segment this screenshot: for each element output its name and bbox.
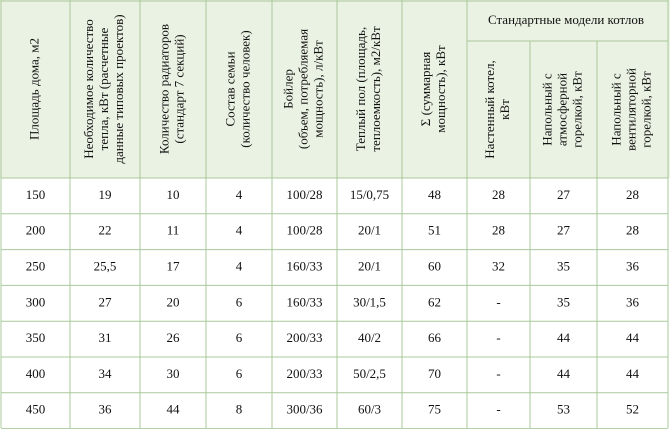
cell: 60/3	[358, 402, 381, 417]
cell: 6	[236, 294, 243, 309]
cell: 53	[557, 402, 570, 417]
cell: -	[496, 294, 500, 309]
cell: 36	[626, 294, 640, 309]
cell: 50/2,5	[353, 366, 386, 381]
column-header: теплоемкость), м2/кВт	[368, 26, 383, 152]
cell: 200/33	[286, 366, 322, 381]
cell: 8	[236, 402, 243, 417]
column-header: тепла, кВт (расчетные	[96, 27, 111, 150]
column-header: Напольный с	[608, 73, 623, 146]
column-header: Бойлер	[280, 69, 295, 109]
column-header: Настенный котел,	[482, 60, 497, 158]
cell: 44	[557, 330, 571, 345]
cell: 62	[428, 294, 441, 309]
cell: -	[496, 366, 500, 381]
column-header: (стандарт 7 секций)	[171, 34, 186, 143]
column-header: Количество радиаторов	[156, 24, 171, 154]
cell: 32	[492, 258, 505, 273]
cell: 27	[557, 223, 571, 238]
cell: 35	[557, 294, 570, 309]
cell: 100/28	[286, 223, 322, 238]
cell: 15/0,75	[350, 187, 389, 202]
cell: 51	[428, 223, 441, 238]
column-header: данные типовых проектов)	[111, 14, 126, 163]
cell: 30/1,5	[353, 294, 386, 309]
cell: 52	[626, 402, 639, 417]
cell: 300/36	[286, 402, 323, 417]
cell: -	[496, 402, 500, 417]
column-header: горелкой, кВт	[638, 71, 653, 148]
cell: 200/33	[286, 330, 322, 345]
cell: 160/33	[286, 294, 322, 309]
cell: 160/33	[286, 258, 322, 273]
cell: 27	[557, 187, 571, 202]
column-header: Состав семьи	[222, 51, 237, 126]
cell: 34	[99, 366, 113, 381]
group-header: Стандартные модели котлов	[488, 12, 644, 27]
cell: -	[496, 330, 500, 345]
cell: 100/28	[286, 187, 322, 202]
column-header: горелкой, кВт	[569, 71, 584, 148]
column-header: атмосферной	[554, 73, 569, 146]
column-header: (объем, потребляемая	[295, 29, 310, 149]
cell: 27	[99, 294, 113, 309]
cell: 25,5	[94, 258, 117, 273]
cell: 35	[557, 258, 570, 273]
cell: 22	[99, 223, 112, 238]
column-header: Σ (суммарная	[418, 52, 433, 126]
cell: 4	[236, 223, 243, 238]
column-header: (количество человек)	[237, 30, 252, 147]
cell: 70	[428, 366, 441, 381]
cell: 28	[492, 223, 505, 238]
cell: 44	[626, 366, 640, 381]
cell: 20	[167, 294, 180, 309]
cell: 250	[26, 258, 46, 273]
cell: 20/1	[358, 258, 381, 273]
cell: 36	[99, 402, 113, 417]
cell: 28	[626, 223, 639, 238]
cell: 48	[428, 187, 441, 202]
cell: 19	[99, 187, 112, 202]
column-header: кВт	[497, 99, 512, 120]
cell: 28	[626, 187, 639, 202]
cell: 17	[167, 258, 181, 273]
cell: 350	[26, 330, 46, 345]
cell: 400	[26, 366, 46, 381]
column-header: вентиляторной	[623, 68, 638, 151]
column-header: мощность), л/кВт	[310, 40, 325, 138]
cell: 60	[428, 258, 441, 273]
header-bg	[0, 0, 670, 178]
column-header: Напольный с	[539, 73, 554, 146]
cell: 36	[626, 258, 640, 273]
cell: 4	[236, 258, 243, 273]
cell: 150	[26, 187, 46, 202]
cell: 4	[236, 187, 243, 202]
column-header: Необходимое количество	[81, 19, 96, 158]
cell: 6	[236, 330, 243, 345]
cell: 75	[428, 402, 441, 417]
cell: 40/2	[358, 330, 381, 345]
cell: 20/1	[358, 223, 381, 238]
cell: 6	[236, 366, 243, 381]
cell: 30	[167, 366, 180, 381]
cell: 11	[167, 223, 180, 238]
cell: 450	[26, 402, 46, 417]
column-header: Площадь дома, м2	[26, 38, 41, 140]
cell: 44	[557, 366, 571, 381]
cell: 26	[167, 330, 181, 345]
cell: 44	[167, 402, 181, 417]
cell: 10	[167, 187, 180, 202]
cell: 44	[626, 330, 640, 345]
column-header: Теплый пол (площадь,	[353, 27, 368, 151]
cell: 28	[492, 187, 505, 202]
cell: 66	[428, 330, 442, 345]
column-header: мощность), кВт	[433, 45, 448, 133]
cell: 300	[26, 294, 46, 309]
cell: 200	[26, 223, 46, 238]
cell: 31	[99, 330, 112, 345]
